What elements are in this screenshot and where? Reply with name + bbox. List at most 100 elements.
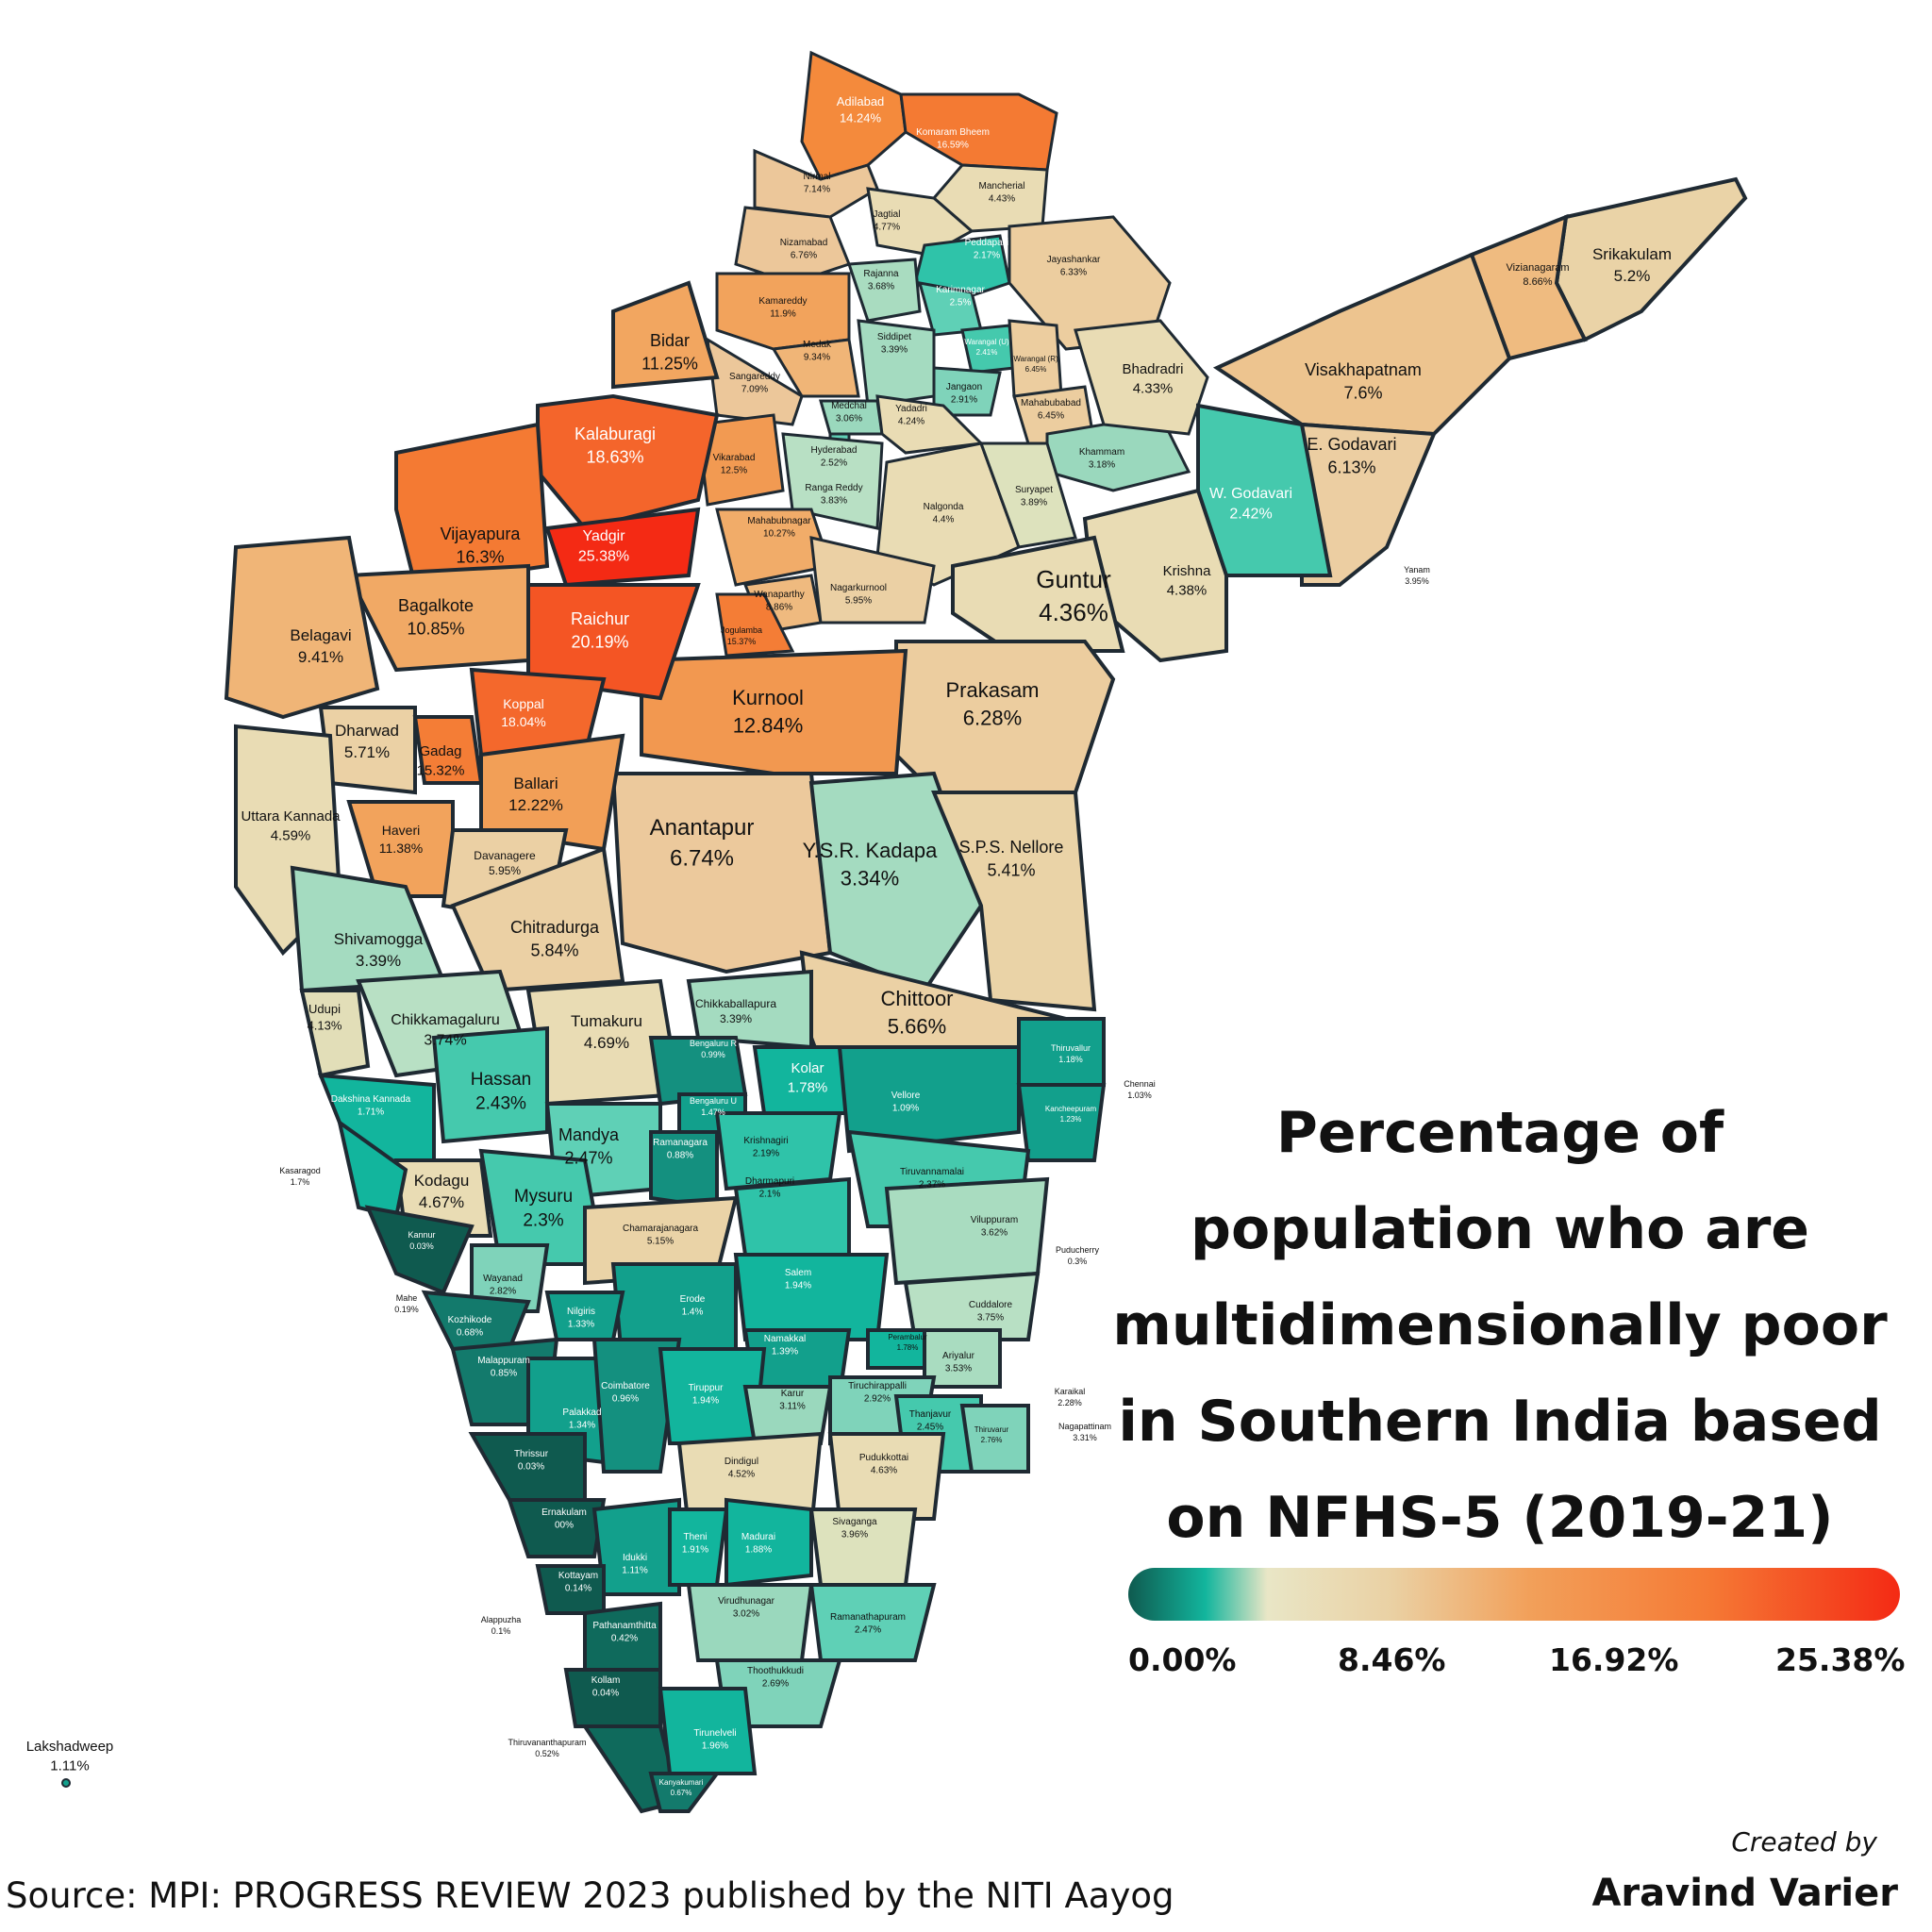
district-name-medchal: Medchal <box>831 401 867 411</box>
district-value-nizamabad: 6.76% <box>791 251 817 261</box>
district-value-thiruvarur: 2.76% <box>981 1436 1003 1444</box>
district-value-shivamogga: 3.39% <box>356 952 401 970</box>
district-name-chittoor: Chittoor <box>880 987 953 1010</box>
district-value-jagtial: 4.77% <box>874 223 900 233</box>
district-name-thiruvarur: Thiruvarur <box>974 1425 1009 1434</box>
region-mancherial <box>931 163 1049 233</box>
region-bhadradri <box>1074 319 1209 436</box>
district-name-kozhikode: Kozhikode <box>448 1315 492 1325</box>
district-name-kollam: Kollam <box>591 1675 621 1686</box>
district-value-sangareddy: 7.09% <box>741 385 768 395</box>
region-wayanad <box>470 1243 550 1313</box>
district-name-koppal: Koppal <box>503 696 544 711</box>
source-note: Source: MPI: PROGRESS REVIEW 2023 publis… <box>6 1875 1174 1916</box>
district-value-ballari: 12.22% <box>508 796 563 814</box>
district-value-e-godavari: 6.13% <box>1327 458 1375 476</box>
district-value-nilgiris: 1.33% <box>568 1320 594 1330</box>
district-name-karaikal: Karaikal <box>1055 1387 1086 1396</box>
district-name-e-godavari: E. Godavari <box>1307 435 1396 454</box>
region-visakhapatnam <box>1212 252 1512 437</box>
district-name-vikarabad: Vikarabad <box>713 453 756 463</box>
district-name-y-s-r-kadapa: Y.S.R. Kadapa <box>803 839 938 862</box>
map-title: Percentage of population who are multidi… <box>1094 1085 1906 1566</box>
region-belagavi <box>224 535 380 720</box>
region-ernakulam <box>507 1498 607 1558</box>
district-name-dindigul: Dindigul <box>724 1457 758 1467</box>
district-name-pathanamthitta: Pathanamthitta <box>592 1621 657 1631</box>
region-ariyalur <box>923 1328 1002 1389</box>
region-ramanathapuram <box>808 1583 937 1662</box>
district-value-chittoor: 5.66% <box>888 1015 946 1039</box>
district-value-ranga-reddy: 3.83% <box>821 496 847 507</box>
district-name-palakkad: Palakkad <box>562 1407 601 1418</box>
district-name-s-p-s-nellore: S.P.S. Nellore <box>959 838 1064 857</box>
district-value-jayashankar: 6.33% <box>1060 268 1087 278</box>
title-line-3: multidimensionally poor <box>1112 1292 1888 1358</box>
region-nagarkurnool <box>809 536 936 625</box>
district-value-malappuram: 0.85% <box>491 1369 517 1379</box>
district-name-puducherry: Puducherry <box>1056 1245 1100 1255</box>
district-name-ramanagara: Ramanagara <box>653 1138 708 1148</box>
district-value-yanam: 3.95% <box>1405 576 1429 586</box>
district-value-adilabad: 14.24% <box>840 111 882 125</box>
district-name-kannur: Kannur <box>408 1230 435 1240</box>
district-name-ballari: Ballari <box>513 774 558 792</box>
district-value-haveri: 11.38% <box>379 841 423 856</box>
district-value-raichur: 20.19% <box>571 632 628 651</box>
district-value-chamarajanagara: 5.15% <box>647 1237 674 1247</box>
district-name-visakhapatnam: Visakhapatnam <box>1305 360 1422 379</box>
district-name-pudukkottai: Pudukkottai <box>859 1453 908 1463</box>
district-name-nalgonda: Nalgonda <box>924 502 964 512</box>
district-name-chitradurga: Chitradurga <box>510 918 600 937</box>
district-value-komaram-bheem: 16.59% <box>937 141 969 151</box>
district-value-chikkamagaluru: 3.74% <box>424 1033 466 1049</box>
district-name-lakshadweep: Lakshadweep <box>26 1739 114 1755</box>
district-name-komaram-bheem: Komaram Bheem <box>916 127 990 138</box>
district-value-madurai: 1.88% <box>745 1545 772 1556</box>
title-line-5: on NFHS-5 (2019-21) <box>1166 1485 1834 1551</box>
district-name-sivaganga: Sivaganga <box>832 1517 877 1527</box>
district-value-thiruvananthapuram: 0.52% <box>535 1749 559 1758</box>
region-yadadri <box>875 394 985 455</box>
district-value-anantapur: 6.74% <box>670 845 734 871</box>
district-value-jogulamba: 15.37% <box>727 637 757 646</box>
district-name-tirunelveli: Tirunelveli <box>693 1728 736 1739</box>
district-value-kalaburagi: 18.63% <box>586 447 643 466</box>
district-value-thiruvallur: 1.18% <box>1058 1055 1083 1064</box>
district-name-rajanna: Rajanna <box>863 269 899 279</box>
district-name-vijayapura: Vijayapura <box>441 525 522 543</box>
district-value-kolar: 1.78% <box>788 1079 828 1095</box>
region-sps-nellore <box>931 791 1097 1012</box>
district-name-coimbatore: Coimbatore <box>601 1381 650 1391</box>
district-value-tiruppur: 1.94% <box>692 1396 719 1407</box>
district-value-chennai: 1.03% <box>1127 1091 1152 1100</box>
district-value-kodagu: 4.67% <box>419 1193 464 1211</box>
district-value-visakhapatnam: 7.6% <box>1343 383 1382 402</box>
region-pudukkottai <box>827 1432 946 1521</box>
district-value-bidar: 11.25% <box>641 354 698 373</box>
district-name-dakshina-kannada: Dakshina Kannada <box>331 1094 411 1105</box>
district-name-cuddalore: Cuddalore <box>969 1300 1013 1310</box>
district-value-chitradurga: 5.84% <box>530 941 578 959</box>
legend-color-bar <box>1128 1568 1900 1621</box>
district-name-nagapattinam: Nagapattinam <box>1058 1422 1111 1431</box>
district-value-bengaluru-r: 0.99% <box>701 1050 725 1059</box>
district-name-vizianagaram: Vizianagaram <box>1506 262 1569 274</box>
district-name-salem: Salem <box>785 1268 811 1278</box>
region-tirunelveli <box>658 1687 758 1775</box>
district-name-theni: Theni <box>683 1532 707 1542</box>
region-raichur <box>526 583 701 701</box>
created-by-label: Created by <box>1731 1826 1877 1857</box>
district-name-krishna: Krishna <box>1163 563 1212 579</box>
district-value-kottayam: 0.14% <box>565 1584 591 1594</box>
region-anantapur <box>610 772 833 974</box>
district-value-karur: 3.11% <box>779 1402 806 1412</box>
district-name-namakkal: Namakkal <box>764 1334 806 1344</box>
region-kurnool <box>640 648 908 775</box>
region-rajanna <box>846 258 922 323</box>
region-dharmapuri <box>733 1176 851 1257</box>
district-name-virudhunagar: Virudhunagar <box>718 1596 775 1607</box>
district-name-thiruvallur: Thiruvallur <box>1051 1043 1091 1053</box>
district-value-dindigul: 4.52% <box>728 1470 755 1480</box>
